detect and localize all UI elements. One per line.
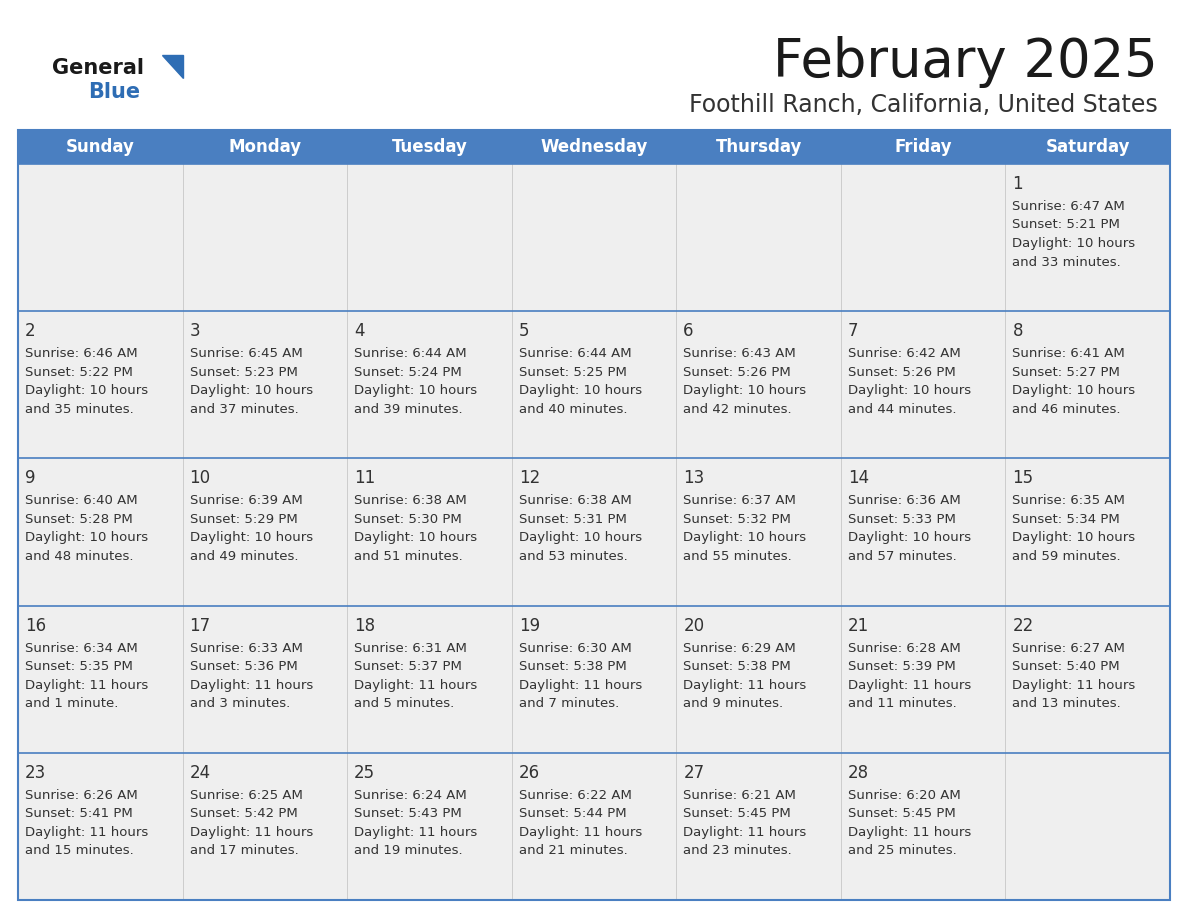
Text: 5: 5 [519,322,529,341]
Text: 15: 15 [1012,469,1034,487]
Text: Sunrise: 6:22 AM
Sunset: 5:44 PM
Daylight: 11 hours
and 21 minutes.: Sunrise: 6:22 AM Sunset: 5:44 PM Dayligh… [519,789,642,857]
Text: 11: 11 [354,469,375,487]
Text: Sunrise: 6:24 AM
Sunset: 5:43 PM
Daylight: 11 hours
and 19 minutes.: Sunrise: 6:24 AM Sunset: 5:43 PM Dayligh… [354,789,478,857]
Text: 2: 2 [25,322,36,341]
Bar [18,753,1170,900]
Text: Sunrise: 6:30 AM
Sunset: 5:38 PM
Daylight: 11 hours
and 7 minutes.: Sunrise: 6:30 AM Sunset: 5:38 PM Dayligh… [519,642,642,711]
Text: Sunrise: 6:31 AM
Sunset: 5:37 PM
Daylight: 11 hours
and 5 minutes.: Sunrise: 6:31 AM Sunset: 5:37 PM Dayligh… [354,642,478,711]
Text: Sunrise: 6:46 AM
Sunset: 5:22 PM
Daylight: 10 hours
and 35 minutes.: Sunrise: 6:46 AM Sunset: 5:22 PM Dayligh… [25,347,148,416]
Text: Sunrise: 6:29 AM
Sunset: 5:38 PM
Daylight: 11 hours
and 9 minutes.: Sunrise: 6:29 AM Sunset: 5:38 PM Dayligh… [683,642,807,711]
Text: Sunrise: 6:44 AM
Sunset: 5:24 PM
Daylight: 10 hours
and 39 minutes.: Sunrise: 6:44 AM Sunset: 5:24 PM Dayligh… [354,347,478,416]
Text: 19: 19 [519,617,539,634]
Bar [18,606,1170,753]
Text: 16: 16 [25,617,46,634]
Text: Monday: Monday [228,138,302,156]
Text: Sunrise: 6:27 AM
Sunset: 5:40 PM
Daylight: 11 hours
and 13 minutes.: Sunrise: 6:27 AM Sunset: 5:40 PM Dayligh… [1012,642,1136,711]
Text: 9: 9 [25,469,36,487]
Text: Sunrise: 6:40 AM
Sunset: 5:28 PM
Daylight: 10 hours
and 48 minutes.: Sunrise: 6:40 AM Sunset: 5:28 PM Dayligh… [25,495,148,563]
Text: 27: 27 [683,764,704,782]
Text: 3: 3 [190,322,201,341]
Polygon shape [162,55,183,78]
Text: Sunrise: 6:28 AM
Sunset: 5:39 PM
Daylight: 11 hours
and 11 minutes.: Sunrise: 6:28 AM Sunset: 5:39 PM Dayligh… [848,642,971,711]
Text: Sunrise: 6:34 AM
Sunset: 5:35 PM
Daylight: 11 hours
and 1 minute.: Sunrise: 6:34 AM Sunset: 5:35 PM Dayligh… [25,642,148,711]
Text: 22: 22 [1012,617,1034,634]
Text: 26: 26 [519,764,539,782]
Text: Sunrise: 6:35 AM
Sunset: 5:34 PM
Daylight: 10 hours
and 59 minutes.: Sunrise: 6:35 AM Sunset: 5:34 PM Dayligh… [1012,495,1136,563]
Text: Sunday: Sunday [65,138,134,156]
Text: Sunrise: 6:36 AM
Sunset: 5:33 PM
Daylight: 10 hours
and 57 minutes.: Sunrise: 6:36 AM Sunset: 5:33 PM Dayligh… [848,495,971,563]
Text: 8: 8 [1012,322,1023,341]
Text: 14: 14 [848,469,868,487]
Text: Sunrise: 6:41 AM
Sunset: 5:27 PM
Daylight: 10 hours
and 46 minutes.: Sunrise: 6:41 AM Sunset: 5:27 PM Dayligh… [1012,347,1136,416]
Text: Sunrise: 6:20 AM
Sunset: 5:45 PM
Daylight: 11 hours
and 25 minutes.: Sunrise: 6:20 AM Sunset: 5:45 PM Dayligh… [848,789,971,857]
Text: General: General [52,58,144,78]
Text: Blue: Blue [88,82,140,102]
Text: Sunrise: 6:45 AM
Sunset: 5:23 PM
Daylight: 10 hours
and 37 minutes.: Sunrise: 6:45 AM Sunset: 5:23 PM Dayligh… [190,347,312,416]
Text: 17: 17 [190,617,210,634]
Text: Sunrise: 6:21 AM
Sunset: 5:45 PM
Daylight: 11 hours
and 23 minutes.: Sunrise: 6:21 AM Sunset: 5:45 PM Dayligh… [683,789,807,857]
Text: Sunrise: 6:39 AM
Sunset: 5:29 PM
Daylight: 10 hours
and 49 minutes.: Sunrise: 6:39 AM Sunset: 5:29 PM Dayligh… [190,495,312,563]
Text: February 2025: February 2025 [773,36,1158,88]
Text: 25: 25 [354,764,375,782]
Text: 4: 4 [354,322,365,341]
Bar [18,130,1170,164]
Text: 6: 6 [683,322,694,341]
Text: Sunrise: 6:37 AM
Sunset: 5:32 PM
Daylight: 10 hours
and 55 minutes.: Sunrise: 6:37 AM Sunset: 5:32 PM Dayligh… [683,495,807,563]
Text: Wednesday: Wednesday [541,138,647,156]
Text: 7: 7 [848,322,859,341]
Text: 24: 24 [190,764,210,782]
Bar [18,164,1170,311]
Text: Sunrise: 6:33 AM
Sunset: 5:36 PM
Daylight: 11 hours
and 3 minutes.: Sunrise: 6:33 AM Sunset: 5:36 PM Dayligh… [190,642,312,711]
Text: 18: 18 [354,617,375,634]
Text: Sunrise: 6:47 AM
Sunset: 5:21 PM
Daylight: 10 hours
and 33 minutes.: Sunrise: 6:47 AM Sunset: 5:21 PM Dayligh… [1012,200,1136,268]
Text: Thursday: Thursday [715,138,802,156]
Bar [18,311,1170,458]
Text: 12: 12 [519,469,541,487]
Text: Tuesday: Tuesday [392,138,467,156]
Bar [18,130,1170,900]
Text: Sunrise: 6:44 AM
Sunset: 5:25 PM
Daylight: 10 hours
and 40 minutes.: Sunrise: 6:44 AM Sunset: 5:25 PM Dayligh… [519,347,642,416]
Text: 20: 20 [683,617,704,634]
Text: Sunrise: 6:26 AM
Sunset: 5:41 PM
Daylight: 11 hours
and 15 minutes.: Sunrise: 6:26 AM Sunset: 5:41 PM Dayligh… [25,789,148,857]
Text: Sunrise: 6:43 AM
Sunset: 5:26 PM
Daylight: 10 hours
and 42 minutes.: Sunrise: 6:43 AM Sunset: 5:26 PM Dayligh… [683,347,807,416]
Text: Foothill Ranch, California, United States: Foothill Ranch, California, United State… [689,93,1158,117]
Text: 23: 23 [25,764,46,782]
Text: 28: 28 [848,764,868,782]
Text: Friday: Friday [895,138,952,156]
Text: Sunrise: 6:38 AM
Sunset: 5:30 PM
Daylight: 10 hours
and 51 minutes.: Sunrise: 6:38 AM Sunset: 5:30 PM Dayligh… [354,495,478,563]
Text: 10: 10 [190,469,210,487]
Text: Sunrise: 6:42 AM
Sunset: 5:26 PM
Daylight: 10 hours
and 44 minutes.: Sunrise: 6:42 AM Sunset: 5:26 PM Dayligh… [848,347,971,416]
Text: Saturday: Saturday [1045,138,1130,156]
Text: 13: 13 [683,469,704,487]
Text: 1: 1 [1012,175,1023,193]
Text: Sunrise: 6:38 AM
Sunset: 5:31 PM
Daylight: 10 hours
and 53 minutes.: Sunrise: 6:38 AM Sunset: 5:31 PM Dayligh… [519,495,642,563]
Text: 21: 21 [848,617,870,634]
Text: Sunrise: 6:25 AM
Sunset: 5:42 PM
Daylight: 11 hours
and 17 minutes.: Sunrise: 6:25 AM Sunset: 5:42 PM Dayligh… [190,789,312,857]
Bar [18,458,1170,606]
